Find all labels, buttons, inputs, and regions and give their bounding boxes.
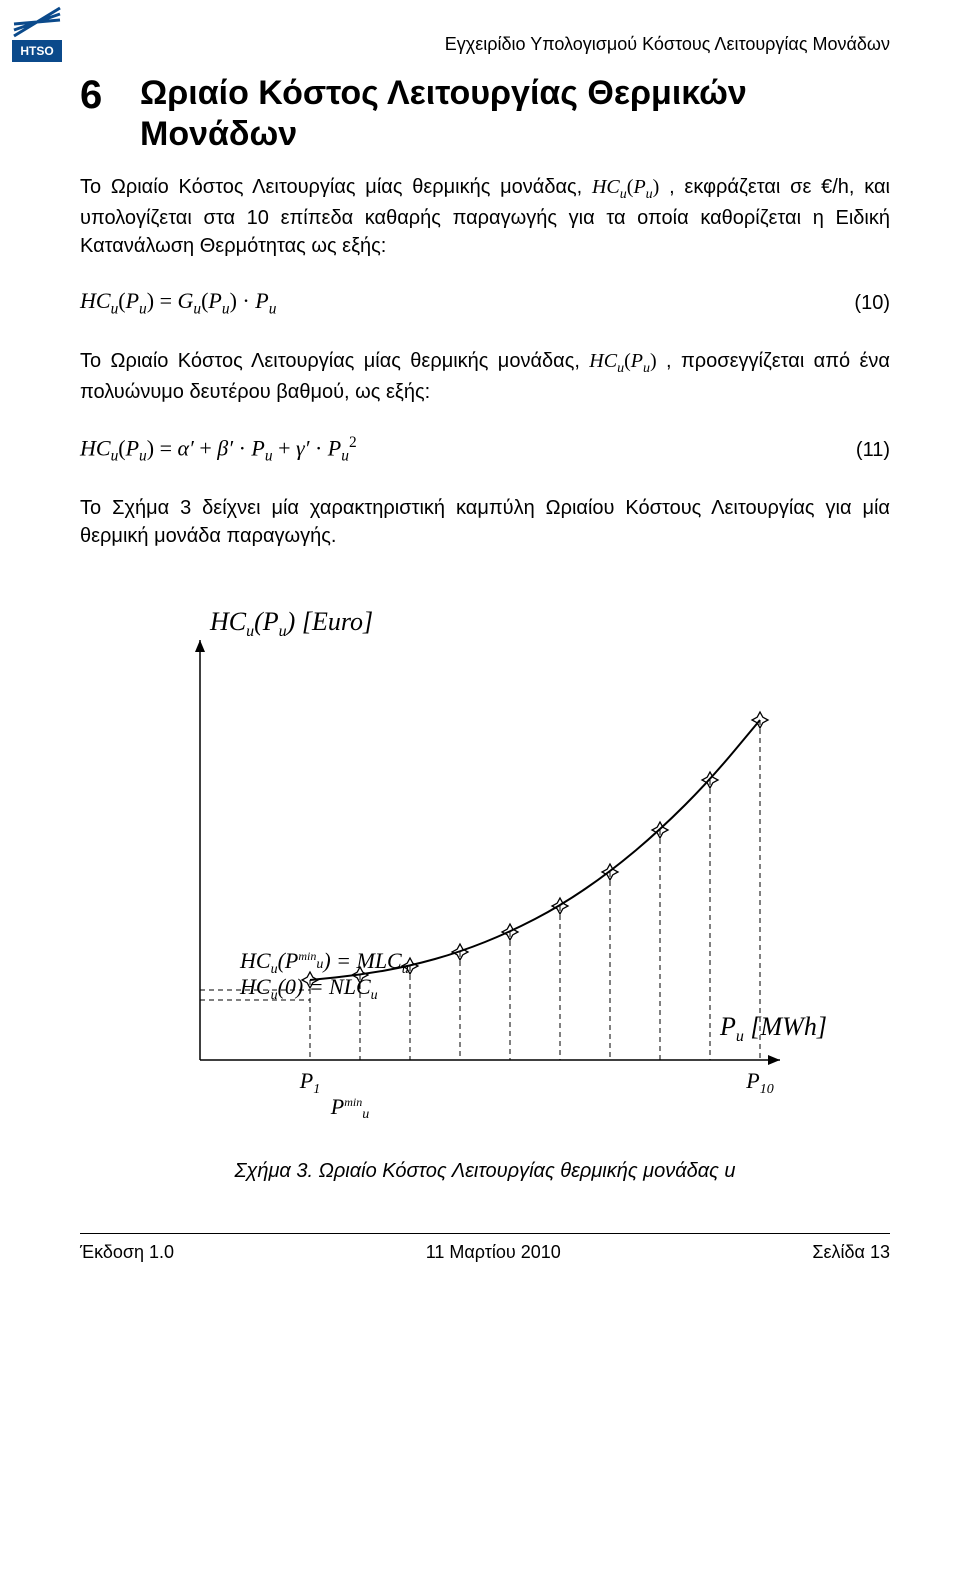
logo-swirl-icon <box>12 6 62 40</box>
figure-3-svg: HCu(Pu) [Euro] Pu [MWh] HCu(Pminu) = MLCuH… <box>80 590 840 1150</box>
section-title-line2: Μονάδων <box>140 115 297 153</box>
svg-text:HCu(Pu) [Euro]: HCu(Pu) [Euro] <box>209 607 373 640</box>
footer-right: Σελίδα 13 <box>812 1242 890 1263</box>
svg-text:HCu(0) = NLCu: HCu(0) = NLCu <box>239 974 378 1003</box>
paragraph-2: Το Ωριαίο Κόστος Λειτουργίας μίας θερμικ… <box>80 347 890 407</box>
logo-label: HTSO <box>12 40 62 62</box>
equation-11-number: (11) <box>856 439 890 462</box>
section-heading: 6 Ωριαίο Κόστος Λειτουργίας Θερμικών Μον… <box>80 73 890 155</box>
paragraph-1: Το Ωριαίο Κόστος Λειτουργίας μίας θερμικ… <box>80 173 890 261</box>
svg-text:P10: P10 <box>745 1068 773 1097</box>
figure-3-caption: Σχήμα 3. Ωριαίο Κόστος Λειτουργίας θερμι… <box>80 1160 890 1183</box>
svg-text:HCu(Pminu) = MLCu: HCu(Pminu) = MLCu <box>239 948 409 977</box>
hc-expr-inline-2: HCu(Pu) <box>589 350 656 372</box>
running-head: Εγχειρίδιο Υπολογισμού Κόστους Λειτουργί… <box>80 34 890 55</box>
section-number: 6 <box>80 73 140 117</box>
section-title-line1: Ωριαίο Κόστος Λειτουργίας Θερμικών <box>140 74 747 112</box>
footer-center: 11 Μαρτίου 2010 <box>426 1242 561 1263</box>
page-footer: Έκδοση 1.0 11 Μαρτίου 2010 Σελίδα 13 <box>80 1234 890 1263</box>
svg-text:Pminu: Pminu <box>330 1094 369 1122</box>
svg-text:P1: P1 <box>299 1068 320 1097</box>
svg-text:Pu [MWh]: Pu [MWh] <box>719 1012 827 1045</box>
equation-10-math: HCu(Pu) = Gu(Pu) · Pu <box>80 288 276 318</box>
paragraph-3: Το Σχήμα 3 δείχνει μία χαρακτηριστική κα… <box>80 494 890 550</box>
para1-pre: Το Ωριαίο Κόστος Λειτουργίας μίας θερμικ… <box>80 176 592 198</box>
footer-left: Έκδοση 1.0 <box>80 1242 174 1263</box>
htso-logo: HTSO <box>12 6 72 62</box>
equation-11-math: HCu(Pu) = α′ + β′ · Pu + γ′ · Pu2 <box>80 434 357 466</box>
equation-10-number: (10) <box>854 292 890 315</box>
section-title: Ωριαίο Κόστος Λειτουργίας Θερμικών Μονάδ… <box>140 73 747 155</box>
hc-expr-inline-1: HCu(Pu) <box>592 176 659 198</box>
figure-3: HCu(Pu) [Euro] Pu [MWh] HCu(Pminu) = MLCuH… <box>80 590 890 1183</box>
equation-11: HCu(Pu) = α′ + β′ · Pu + γ′ · Pu2 (11) <box>80 434 890 466</box>
equation-10: HCu(Pu) = Gu(Pu) · Pu (10) <box>80 288 890 318</box>
para2-pre: Το Ωριαίο Κόστος Λειτουργίας μίας θερμικ… <box>80 350 589 372</box>
